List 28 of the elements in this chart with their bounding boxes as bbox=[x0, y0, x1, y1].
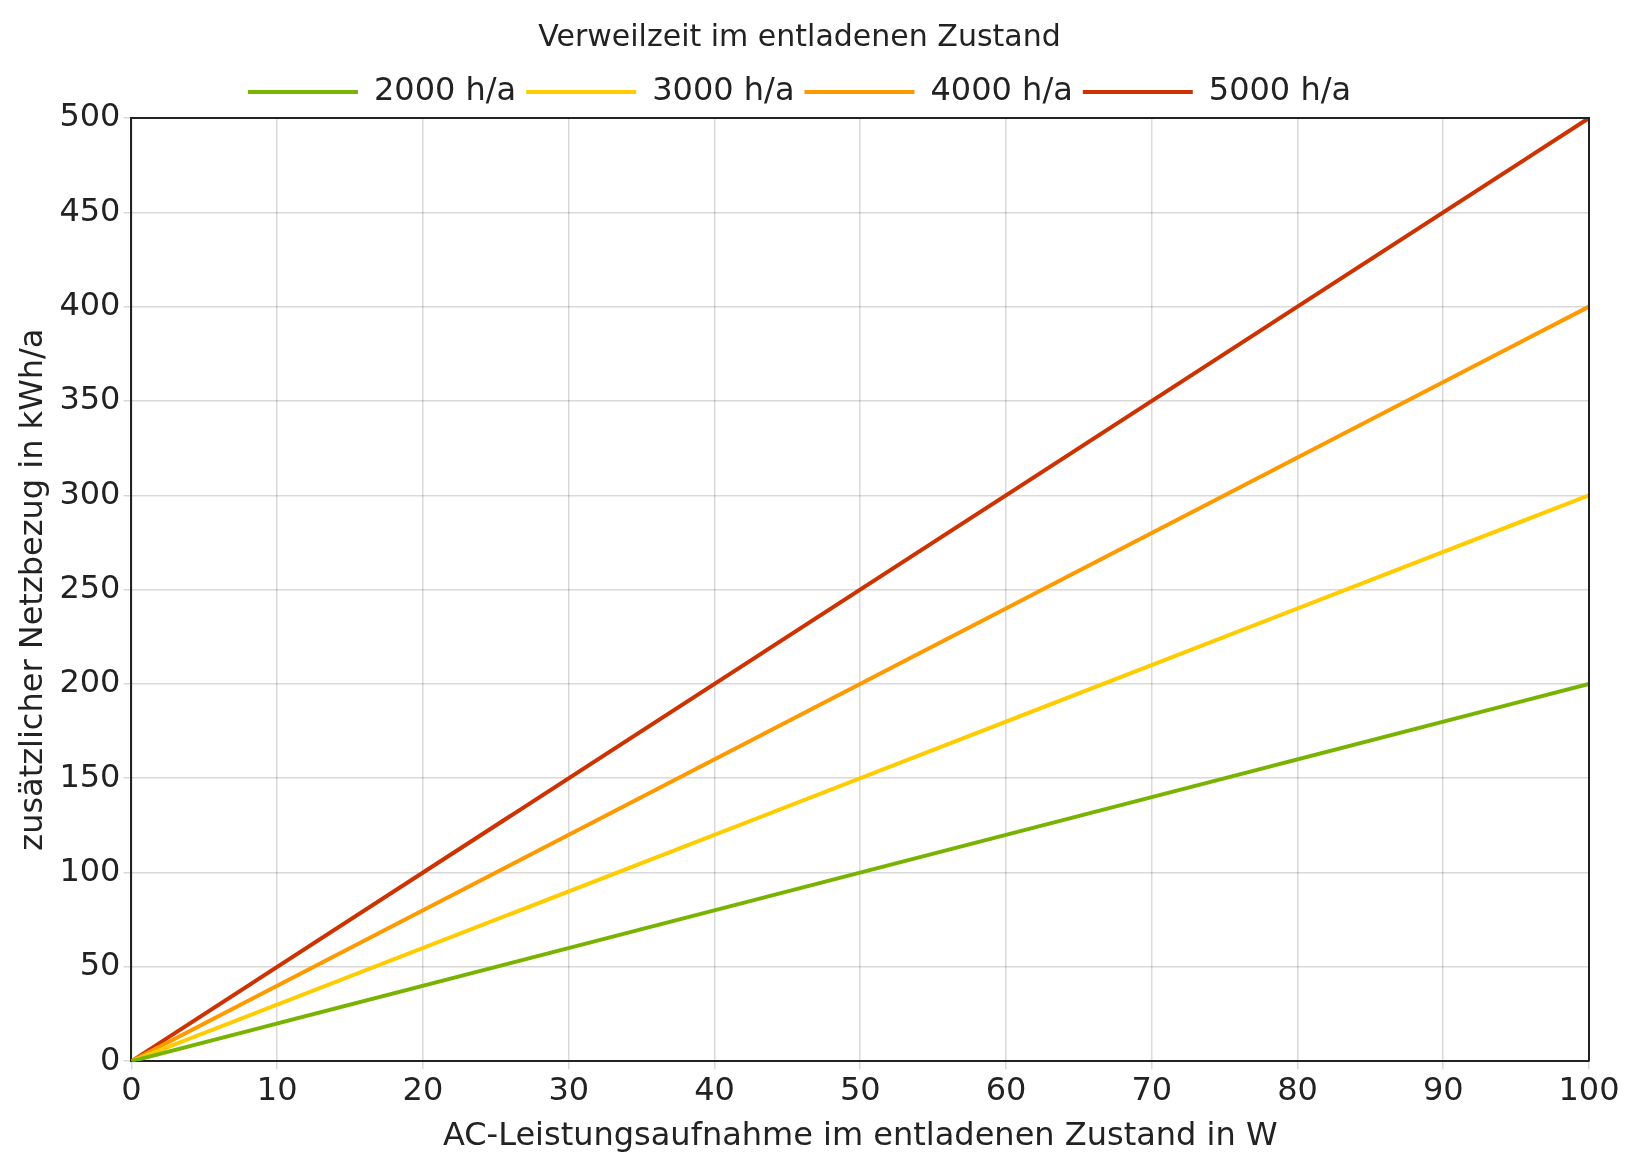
x-tick-label: 50 bbox=[839, 1069, 881, 1108]
y-tick-label: 100 bbox=[59, 850, 121, 889]
y-tick-label: 150 bbox=[59, 756, 121, 795]
x-tick-label: 30 bbox=[548, 1069, 590, 1108]
x-axis-title: AC-Leistungsaufnahme im entladenen Zustand in W bbox=[442, 1115, 1278, 1154]
x-tick-label: 40 bbox=[694, 1069, 735, 1108]
x-tick-label: 90 bbox=[1422, 1069, 1464, 1108]
x-tick-label: 100 bbox=[1558, 1069, 1620, 1108]
legend-label: 3000 h/a bbox=[652, 70, 795, 109]
legend-label: 2000 h/a bbox=[373, 70, 517, 109]
y-tick-label: 0 bbox=[100, 1039, 121, 1078]
legend-label: 5000 h/a bbox=[1208, 70, 1352, 109]
x-tick-label: 20 bbox=[402, 1069, 444, 1108]
y-tick-label: 350 bbox=[59, 379, 121, 418]
x-tick-label: 80 bbox=[1277, 1069, 1318, 1108]
x-tick-label: 70 bbox=[1131, 1069, 1173, 1108]
chart-title: Verweilzeit im entladenen Zustand bbox=[538, 17, 1061, 53]
x-tick-label: 60 bbox=[985, 1069, 1027, 1108]
y-tick-label: 250 bbox=[59, 567, 121, 606]
y-tick-label: 50 bbox=[79, 945, 121, 984]
y-tick-label: 450 bbox=[59, 190, 121, 229]
y-tick-label: 400 bbox=[59, 284, 121, 323]
y-axis-title: zusätzlicher Netzbezug in kWh/a bbox=[11, 328, 50, 851]
y-tick-label: 500 bbox=[59, 96, 121, 135]
y-tick-label: 200 bbox=[59, 662, 121, 701]
y-tick-label: 300 bbox=[59, 473, 121, 512]
x-tick-label: 10 bbox=[256, 1069, 298, 1108]
legend-label: 4000 h/a bbox=[930, 70, 1073, 109]
